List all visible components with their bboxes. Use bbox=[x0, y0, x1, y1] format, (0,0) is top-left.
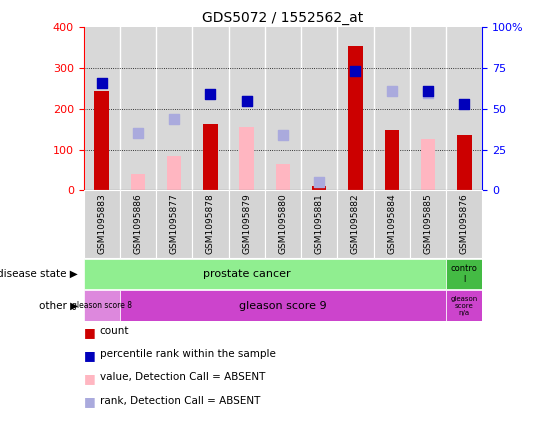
Text: GSM1095885: GSM1095885 bbox=[424, 194, 432, 255]
FancyBboxPatch shape bbox=[120, 190, 156, 258]
FancyBboxPatch shape bbox=[229, 190, 265, 258]
Text: GSM1095877: GSM1095877 bbox=[170, 194, 179, 255]
Text: gleason score 8: gleason score 8 bbox=[72, 301, 132, 310]
Text: disease state ▶: disease state ▶ bbox=[0, 269, 78, 279]
Bar bbox=[130, 174, 145, 190]
Bar bbox=[384, 130, 399, 190]
FancyBboxPatch shape bbox=[374, 190, 410, 258]
Text: GSM1095876: GSM1095876 bbox=[460, 194, 469, 255]
Bar bbox=[457, 135, 472, 190]
Text: GSM1095881: GSM1095881 bbox=[315, 194, 324, 255]
Text: ■: ■ bbox=[84, 396, 95, 409]
Bar bbox=[239, 127, 254, 190]
FancyBboxPatch shape bbox=[337, 190, 374, 258]
Point bbox=[388, 87, 396, 94]
Bar bbox=[421, 140, 436, 190]
FancyBboxPatch shape bbox=[84, 259, 446, 289]
Text: ■: ■ bbox=[84, 372, 95, 385]
FancyBboxPatch shape bbox=[84, 190, 120, 258]
Text: percentile rank within the sample: percentile rank within the sample bbox=[100, 349, 275, 359]
Point bbox=[243, 97, 251, 104]
Bar bbox=[203, 124, 218, 190]
Bar bbox=[167, 156, 182, 190]
Point bbox=[315, 179, 323, 186]
Text: GSM1095880: GSM1095880 bbox=[279, 194, 287, 255]
FancyBboxPatch shape bbox=[120, 290, 446, 321]
Bar bbox=[94, 91, 109, 190]
Title: GDS5072 / 1552562_at: GDS5072 / 1552562_at bbox=[202, 11, 364, 25]
Point bbox=[206, 91, 215, 98]
FancyBboxPatch shape bbox=[410, 190, 446, 258]
Bar bbox=[348, 46, 363, 190]
Text: gleason score 9: gleason score 9 bbox=[239, 301, 327, 310]
Text: rank, Detection Call = ABSENT: rank, Detection Call = ABSENT bbox=[100, 396, 260, 406]
Bar bbox=[276, 164, 290, 190]
Text: other ▶: other ▶ bbox=[39, 301, 78, 310]
Point bbox=[170, 116, 178, 123]
FancyBboxPatch shape bbox=[84, 290, 120, 321]
Point bbox=[243, 97, 251, 104]
Text: GSM1095878: GSM1095878 bbox=[206, 194, 215, 255]
Point bbox=[351, 68, 360, 75]
FancyBboxPatch shape bbox=[192, 190, 229, 258]
FancyBboxPatch shape bbox=[301, 190, 337, 258]
Point bbox=[279, 132, 287, 139]
Text: GSM1095879: GSM1095879 bbox=[242, 194, 251, 255]
FancyBboxPatch shape bbox=[446, 259, 482, 289]
Point bbox=[424, 89, 432, 96]
Text: ■: ■ bbox=[84, 326, 95, 339]
FancyBboxPatch shape bbox=[446, 190, 482, 258]
Text: ■: ■ bbox=[84, 349, 95, 362]
Text: value, Detection Call = ABSENT: value, Detection Call = ABSENT bbox=[100, 372, 265, 382]
Text: prostate cancer: prostate cancer bbox=[203, 269, 291, 279]
Text: GSM1095884: GSM1095884 bbox=[387, 194, 396, 254]
Text: gleason
score
n/a: gleason score n/a bbox=[451, 296, 478, 316]
Text: contro
l: contro l bbox=[451, 264, 478, 283]
Text: GSM1095883: GSM1095883 bbox=[97, 194, 106, 255]
FancyBboxPatch shape bbox=[265, 190, 301, 258]
Point bbox=[424, 88, 432, 94]
Point bbox=[460, 101, 468, 107]
Text: count: count bbox=[100, 326, 129, 336]
Text: GSM1095886: GSM1095886 bbox=[134, 194, 142, 255]
Point bbox=[134, 130, 142, 137]
Point bbox=[98, 80, 106, 86]
FancyBboxPatch shape bbox=[446, 290, 482, 321]
Bar bbox=[312, 186, 327, 190]
FancyBboxPatch shape bbox=[156, 190, 192, 258]
Text: GSM1095882: GSM1095882 bbox=[351, 194, 360, 254]
